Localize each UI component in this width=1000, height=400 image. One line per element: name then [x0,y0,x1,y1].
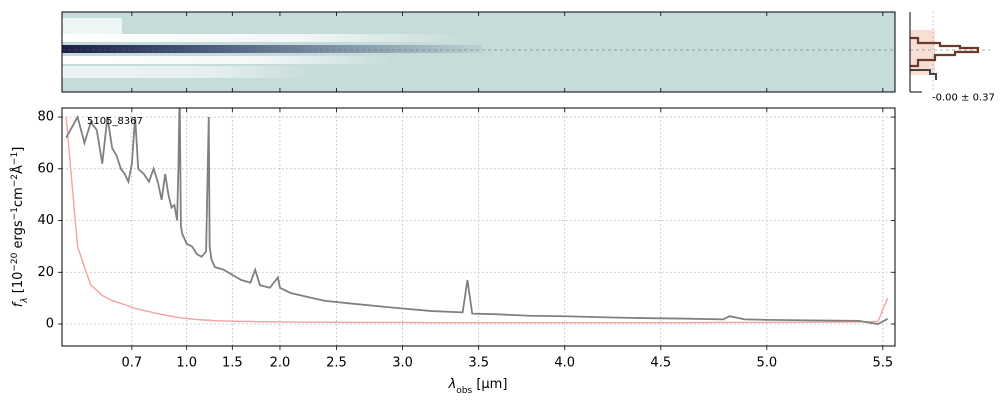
y-tick-label: 80 [37,110,54,125]
y-label-part: −20 [10,252,20,271]
x-tick-label: 0.7 [122,356,143,371]
image-band [62,56,392,64]
y-axis-label: fλ [10−20 ergs−1cm−2Å−1] [10,147,30,308]
error-line [65,116,889,324]
y-label-part: −1 [10,207,20,220]
image-trace [62,45,482,53]
profile-label: -0.00 ± 0.37 [932,92,995,103]
y-label-part: −2 [10,174,20,187]
y-label-part: λ [20,297,30,303]
x-tick-label: 3.0 [392,356,413,371]
profile-band [910,30,935,75]
x-tick-label: 5.5 [873,356,894,371]
y-label-part: Å [10,165,26,174]
x-tick-label: 2.5 [326,356,347,371]
x-tick-label: 1.0 [176,356,197,371]
image-band [62,66,312,78]
plot-area [62,108,895,346]
y-tick-label: 60 [37,161,54,176]
grid [62,108,895,346]
flux-line [65,108,889,325]
y-label-part: ergs [11,220,26,252]
y-tick-label: 20 [37,265,54,280]
annotation: 5105_8367 [87,116,143,127]
x-tick-label: 5.0 [756,356,777,371]
profile-curve [910,36,980,68]
y-tick-label: 40 [37,213,54,228]
y-label-part: ] [11,147,26,152]
spectrum-2d [61,11,896,93]
profile-curve [910,69,937,80]
image-band [62,34,462,42]
profile-panel: -0.00 ± 0.37 [909,12,995,103]
y-label-part: f [11,300,26,307]
data-layer [65,108,889,325]
x-tick-label: 3.5 [468,356,489,371]
x-axis-label: λobs [μm] [448,377,508,396]
x-label-part: λ [448,377,457,392]
x-tick-label: 4.5 [650,356,671,371]
x-tick-label: 2.0 [270,356,291,371]
y-label-part: [10 [11,272,26,298]
x-tick-label: 1.5 [222,356,243,371]
y-label-part: −1 [10,152,20,165]
x-tick-label: 4.0 [554,356,575,371]
x-label-part: [μm] [472,377,507,392]
x-label-part: obs [456,386,472,396]
y-label-part: cm [11,187,26,207]
y-tick-label: 0 [46,317,54,332]
